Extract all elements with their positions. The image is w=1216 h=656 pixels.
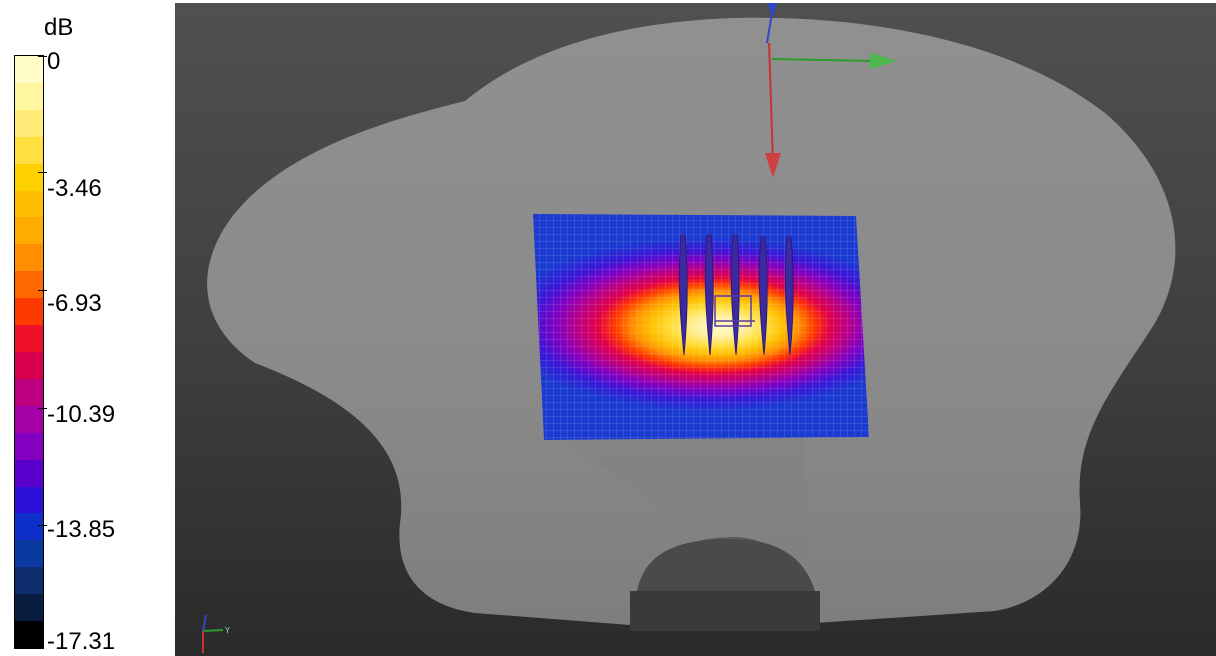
colorbar-tick-label: -17.31: [47, 628, 116, 655]
cavity-shadow: [630, 591, 820, 631]
colorbar-band: [15, 432, 43, 460]
colorbar-band: [15, 567, 43, 595]
colorbar-band: [15, 163, 43, 191]
field-heatmap[interactable]: [533, 214, 869, 440]
colorbar-band: [15, 190, 43, 218]
colorbar-tick-mark: [38, 408, 47, 409]
coordinate-triad: Y: [202, 614, 230, 653]
colorbar-tick-label: -6.93: [47, 290, 102, 317]
colorbar-band: [15, 405, 43, 433]
colorbar-band: [15, 271, 43, 299]
colorbar-tick-mark: [38, 290, 47, 291]
colorbar-tick-label: 0: [47, 48, 61, 75]
colorbar-band: [15, 540, 43, 568]
cavity-dome: [637, 539, 815, 591]
colorbar-band: [15, 513, 43, 541]
colorbar-band: [15, 82, 43, 110]
colorbar-band: [15, 378, 43, 406]
colorbar-tick-mark: [38, 525, 47, 526]
colorbar-tick-label: -3.46: [47, 175, 102, 202]
colorbar-tick-mark: [38, 56, 47, 57]
colorbar-gradient: [14, 55, 44, 649]
colorbar-band: [15, 244, 43, 272]
antenna-array: [678, 234, 794, 356]
colorbar-band: [15, 621, 43, 648]
colorbar-unit-label: dB: [44, 14, 74, 41]
svg-text:Y: Y: [224, 626, 230, 635]
colorbar-band: [15, 136, 43, 164]
colorbar-band: [15, 109, 43, 137]
colorbar-band: [15, 486, 43, 514]
3d-viewport[interactable]: Y: [175, 3, 1216, 656]
colorbar-band: [15, 217, 43, 245]
colorbar-band: [15, 298, 43, 326]
colorbar-band: [15, 325, 43, 352]
orientation-axes: [765, 3, 897, 178]
colorbar-tick-label: -13.85: [47, 516, 116, 543]
colorbar-band: [15, 594, 43, 622]
colorbar-tick-label: -10.39: [47, 401, 116, 428]
scene-canvas: Y: [202, 3, 1176, 653]
colorbar-tick-mark: [38, 172, 47, 173]
colorbar-band: [15, 351, 43, 379]
colorbar-band: [15, 56, 43, 83]
colorbar-band: [15, 459, 43, 487]
colorbar-legend: dB 0 -3.46 -6.93 -10.39 -13.85 -17.31: [0, 0, 175, 656]
